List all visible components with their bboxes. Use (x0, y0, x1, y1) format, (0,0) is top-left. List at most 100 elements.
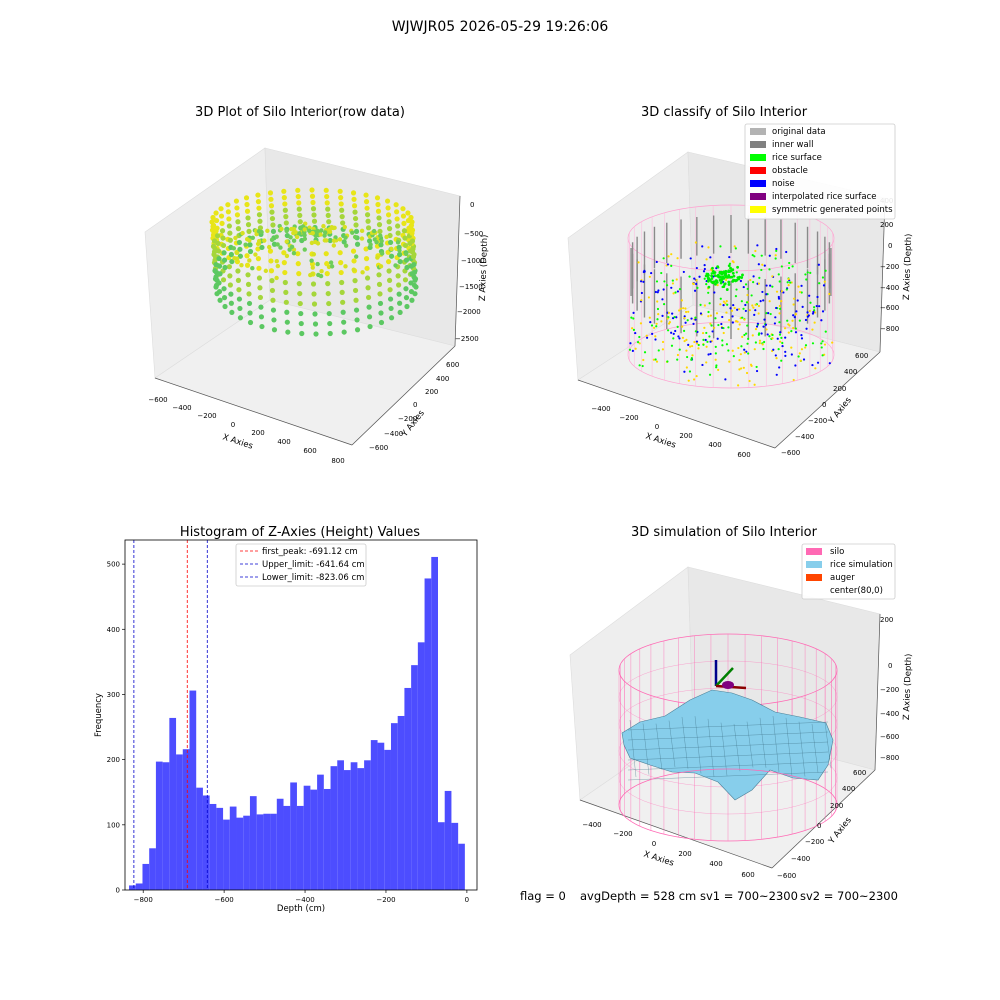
classify-point (632, 328, 636, 331)
raw-data-point (402, 235, 408, 241)
raw-data-point (386, 268, 392, 274)
classify-point (762, 299, 765, 302)
classify-point (769, 284, 772, 287)
classify-point (685, 338, 688, 341)
raw-data-point (284, 319, 290, 325)
classify-point (716, 284, 719, 287)
raw-data-point (378, 242, 384, 248)
classify-point (790, 353, 793, 356)
classify-point (690, 344, 694, 348)
simulation-ytick: −600 (777, 872, 796, 880)
raw-data-point (325, 212, 331, 219)
classify-point (689, 345, 692, 348)
raw-data-point (323, 251, 329, 257)
classify-point (765, 284, 768, 287)
classify-point (651, 332, 654, 336)
raw-data-point (341, 329, 347, 335)
raw-data-point (324, 200, 330, 206)
raw-data-point (379, 238, 384, 244)
raw-data-point (403, 295, 410, 301)
classify-point (780, 299, 783, 303)
classify-point (821, 276, 825, 279)
classify-point (758, 332, 761, 335)
classify-point (703, 267, 706, 271)
classify-point (687, 343, 690, 346)
raw-data-point (302, 247, 307, 252)
classify-point (678, 288, 682, 291)
simulation-mesh-line (629, 719, 637, 778)
raw-data-point (312, 321, 319, 327)
raw-data-point (282, 207, 288, 213)
simulation-mesh-line (759, 717, 767, 768)
classify-legend-swatch (750, 141, 766, 148)
histogram-xtick-label: −600 (215, 896, 234, 904)
raw-data-point (293, 230, 299, 235)
raw-ylabel: Y Axies (399, 408, 427, 440)
classify-point (639, 322, 643, 325)
classify-point (722, 326, 725, 330)
raw-data-point (312, 311, 318, 317)
simulation-legend: silo rice simulation auger center(80,0) (801, 543, 896, 600)
classify-point (721, 315, 724, 319)
raw-data-point (213, 217, 220, 224)
raw-data-point (341, 319, 347, 325)
raw-data-point (352, 234, 358, 240)
histogram-bar (243, 815, 250, 890)
simulation-xtick: −400 (582, 821, 601, 829)
raw-data-point (327, 320, 333, 327)
classify-point (778, 307, 782, 310)
simulation-legend-label: rice simulation (830, 560, 893, 570)
raw-data-point (331, 243, 337, 248)
raw-xtick: −600 (148, 396, 167, 404)
raw-data-point (397, 248, 402, 253)
classify-point (667, 255, 670, 258)
classify-point (739, 353, 742, 356)
classify-point (821, 354, 824, 357)
raw-data-point (366, 314, 373, 320)
simulation-mesh-line (707, 718, 715, 777)
classify-point (691, 282, 695, 285)
classify-point (720, 322, 723, 326)
classify-point (684, 310, 688, 314)
raw-data-point (343, 235, 348, 240)
classify-point (691, 354, 694, 357)
raw-data-point (309, 240, 315, 246)
simulation-ytick: 200 (830, 802, 843, 810)
classify-point (725, 288, 729, 291)
raw-data-point (213, 210, 219, 216)
simulation-xtick: 0 (652, 840, 656, 848)
classify-point (684, 321, 687, 324)
raw-data-point (220, 242, 227, 249)
classify-point (774, 257, 777, 260)
raw-data-point (237, 253, 244, 259)
classify-point (660, 320, 663, 323)
raw-data-point (395, 223, 401, 229)
classify-point (813, 321, 816, 324)
raw-data-point (274, 275, 279, 281)
raw-data-point (255, 246, 261, 252)
histogram-bar (370, 740, 378, 890)
raw-data-point (247, 242, 253, 248)
simulation-legend-label: auger (830, 573, 855, 583)
classify-point (657, 289, 660, 292)
classify-point (643, 270, 646, 273)
classify-point (718, 278, 722, 282)
classify-point (738, 368, 741, 371)
simulation-mesh-line (798, 721, 806, 777)
raw-xtick: 600 (303, 447, 316, 455)
histogram-bar (337, 760, 344, 890)
simulation-title: 3D simulation of Silo Interior (631, 525, 818, 540)
raw-data-point (275, 242, 280, 247)
raw-ztick: −1000 (461, 257, 485, 265)
status-flag: flag = 0 (520, 889, 566, 903)
raw-data-point (226, 223, 232, 229)
raw-data-point (351, 258, 357, 264)
raw-data-point (332, 225, 337, 231)
classify-point (787, 331, 790, 334)
raw-data-point (376, 222, 383, 228)
histogram-bar (263, 813, 271, 890)
simulation-mesh-line (627, 721, 829, 731)
raw-data-point (281, 250, 287, 256)
raw-data-point (237, 315, 244, 321)
classify-point (688, 370, 692, 373)
